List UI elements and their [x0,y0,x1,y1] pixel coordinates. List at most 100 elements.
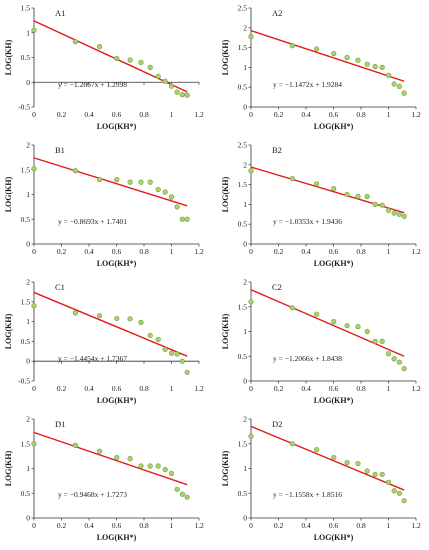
regression-equation: y = −1.2867x + 1.2398 [58,80,127,89]
fit-line [33,431,188,486]
data-point [162,346,168,352]
panel-label: C1 [55,282,65,292]
fit-line [33,20,188,93]
regression-equation: y = −1.2066x + 1.8438 [273,354,342,363]
data-point [379,202,385,208]
data-point [331,185,337,192]
data-point [401,213,407,219]
y-tick-label: 2 [243,415,247,424]
x-tick-label: 0 [249,521,253,530]
x-tick-label: 0.6 [329,247,339,256]
data-point [147,463,153,469]
panel-label: D1 [55,419,65,429]
y-tick-label: 0 [243,103,247,112]
data-point [364,193,370,200]
y-tick-label: 2 [243,160,247,169]
data-point [344,322,350,329]
y-tick-label: 1.5 [21,165,31,174]
x-tick-label: 0.8 [139,521,149,530]
regression-equation: y = −0.9468x + 1.7273 [58,490,127,499]
data-point [372,201,378,207]
data-point [401,366,407,372]
panel-label: B1 [55,145,65,155]
x-tick-label: 0 [249,384,253,393]
data-point [289,441,295,447]
y-tick-label: 0.5 [21,53,31,62]
data-point [174,89,180,95]
data-point [248,168,254,174]
panel-label: D2 [272,419,282,429]
x-tick-label: 0.8 [139,110,149,119]
x-tick-label: 0.8 [356,384,366,393]
x-tick-label: 0.6 [112,247,122,256]
data-point [138,319,144,325]
data-point [168,350,175,356]
y-tick-label: 1.5 [238,180,248,189]
data-point [379,471,385,478]
panel-b1: 0 0.5 1 1.5 2 0 0.2 0.4 0.6 0.8 1 1.2 LOG(KH*) LOG(KH… [4,141,204,269]
y-tick-label: 0 [243,514,247,523]
x-tick-label: 0 [32,247,36,256]
data-point [147,64,153,70]
data-point [96,177,103,183]
data-point [248,299,254,305]
data-point [396,211,402,217]
fit-line [250,29,405,82]
data-point [179,491,185,497]
data-point [174,486,180,492]
y-axis-title: LOG(KH) [4,176,13,212]
data-point [401,498,407,504]
regression-equation: y = −0.8693x + 1.7401 [58,217,127,226]
data-point [127,179,133,185]
data-point [385,72,392,78]
y-axis-title: LOG(KH) [4,39,13,75]
y-tick-label: 1 [26,464,30,473]
x-tick-label: 0.2 [274,521,284,530]
y-tick-label: 0 [26,78,30,87]
x-tick-label: 0.2 [274,247,284,256]
fit-line [33,291,188,357]
y-tick-label: 1 [26,317,30,326]
panel-label: A1 [55,8,65,18]
data-point [147,332,153,339]
x-axis-title: LOG(KH*) [97,259,137,268]
x-tick-label: 0.8 [139,247,149,256]
x-tick-label: 0.6 [112,521,122,530]
panel-d2: 0 0.5 1 1.5 2 0 0.2 0.4 0.6 0.8 1 1.2 LOG(KH*) LOG(KH… [221,415,421,543]
data-point [289,43,295,49]
x-tick-label: 0.2 [274,384,284,393]
y-tick-label: 0.5 [238,489,248,498]
data-point [401,90,407,96]
x-tick-label: 1 [387,384,391,393]
x-axis-title: LOG(KH*) [314,122,354,131]
x-tick-label: 0.6 [329,521,339,530]
data-point [385,479,392,485]
data-point [31,166,37,172]
panel-d1: 0 0.5 1 1.5 2 0 0.2 0.4 0.6 0.8 1 1.2 LOG(KH*) LOG(KH… [4,415,204,543]
data-point [138,59,144,66]
y-tick-label: 1 [243,200,247,209]
data-point [31,441,37,447]
data-point [385,351,392,357]
data-point [96,313,103,319]
data-point [344,54,350,61]
y-tick-label: 2 [26,278,30,287]
data-point [179,358,185,364]
x-tick-label: 0.2 [57,110,67,119]
data-point [391,210,397,216]
x-tick-label: 1.2 [194,521,204,530]
data-point [155,463,161,469]
data-point [379,338,385,345]
x-tick-label: 0.2 [57,384,67,393]
data-point [396,83,402,90]
x-tick-label: 0.4 [84,110,94,119]
x-tick-label: 0.2 [57,521,67,530]
y-tick-label: 0.5 [238,352,248,361]
data-point [179,216,185,222]
data-point [364,468,370,474]
x-tick-label: 1.2 [194,247,204,256]
data-point [138,463,144,469]
x-tick-label: 0.8 [139,384,149,393]
y-tick-label: 0 [243,240,247,249]
